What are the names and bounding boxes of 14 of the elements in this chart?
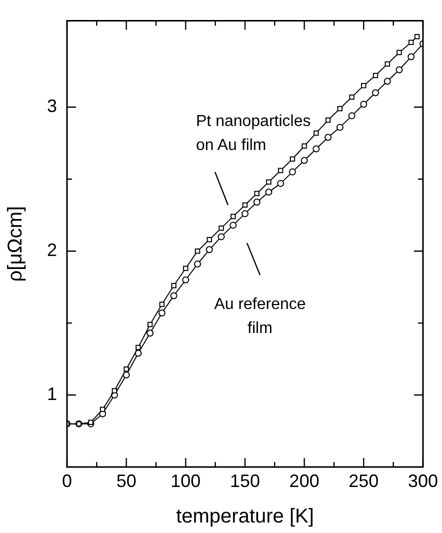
y-tick-label: 3 xyxy=(46,96,57,116)
y-tick-label: 2 xyxy=(46,240,57,260)
x-axis-title: temperature [K] xyxy=(176,506,314,528)
x-tick-label: 300 xyxy=(408,470,438,491)
x-tick-label: 150 xyxy=(230,470,260,491)
series-label: Au reference film xyxy=(213,295,307,339)
x-tick-label: 250 xyxy=(348,470,379,491)
y-axis-title: ρ[μΩcm] xyxy=(4,206,27,282)
x-tick-label: 100 xyxy=(170,470,201,491)
series-label: Pt nanoparticles on Au film xyxy=(196,112,312,156)
x-tick-label: 50 xyxy=(116,470,136,491)
x-tick-label: 200 xyxy=(289,470,320,491)
x-tick-label: 0 xyxy=(62,470,72,491)
y-tick-label: 1 xyxy=(46,384,57,404)
